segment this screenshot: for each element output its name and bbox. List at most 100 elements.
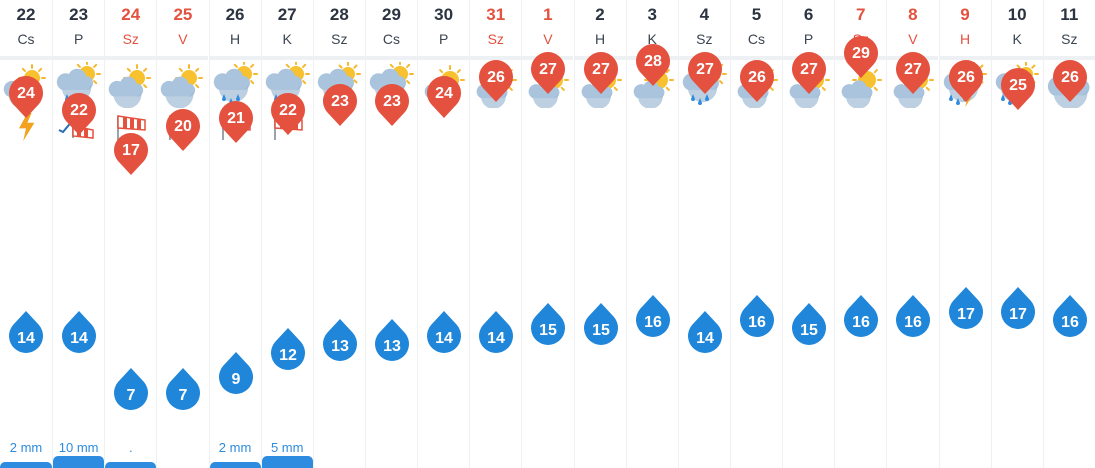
min-temp-value: 13	[331, 338, 349, 355]
min-temp-marker: 7	[114, 368, 149, 410]
max-temp-value: 22	[279, 102, 297, 119]
day-column[interactable]: 7Sz 29 16	[834, 0, 887, 468]
min-temp-marker: 17	[948, 287, 983, 329]
day-name: V	[908, 31, 918, 47]
max-temp-value: 24	[17, 85, 35, 102]
day-column[interactable]: 25 V 20 7	[156, 0, 209, 468]
day-date: 6	[803, 5, 814, 24]
min-temp-marker: 16	[844, 295, 879, 338]
day-name: Sz	[331, 31, 348, 47]
min-temp-value: 14	[487, 330, 505, 347]
min-temp-value: 7	[127, 387, 136, 404]
precip-amount: 2 mm	[218, 440, 252, 455]
min-temp-value: 14	[70, 330, 88, 347]
min-temp-value: 13	[383, 338, 401, 355]
min-temp-marker: 16	[635, 295, 670, 338]
max-temp-value: 23	[383, 93, 401, 110]
day-date: 29	[382, 5, 401, 24]
day-column[interactable]: 10 K 25 17	[990, 0, 1043, 468]
max-temp-marker: 17	[114, 133, 149, 175]
day-column[interactable]: 11 Sz 26 16	[1042, 0, 1095, 468]
day-column[interactable]: 8 V 27 16	[886, 0, 939, 468]
day-column[interactable]: 4 Sz 27 14	[677, 0, 730, 468]
day-column[interactable]: 27 K 22 12 5 mm	[260, 0, 313, 468]
partly-cloudy-icon	[161, 64, 204, 108]
divider	[53, 56, 105, 60]
min-temp-marker: 14	[427, 311, 462, 354]
precip-bar	[0, 462, 52, 468]
partly-cloudy-icon	[108, 64, 152, 108]
max-temp-value: 27	[592, 61, 610, 78]
day-name: Sz	[696, 31, 713, 47]
min-temp-value: 16	[904, 314, 922, 331]
max-temp-marker: 22	[270, 92, 305, 135]
day-name: K	[282, 31, 292, 47]
wind-sock-icon	[117, 115, 147, 140]
divider	[261, 56, 313, 60]
day-name: P	[438, 31, 449, 47]
divider	[313, 56, 365, 60]
day-column[interactable]: 3 K 28 16	[625, 0, 678, 468]
min-temp-value: 7	[179, 387, 188, 404]
day-column[interactable]: 1 V 27 15	[521, 0, 574, 468]
max-temp-marker: 27	[687, 52, 722, 94]
day-name: K	[1012, 31, 1022, 47]
precip-amount: 5 mm	[270, 440, 304, 455]
day-column[interactable]: 2 H 27 15	[573, 0, 626, 468]
day-column[interactable]: 5 Cs 26 16	[729, 0, 782, 468]
day-column[interactable]: 9 H 26 17	[938, 0, 991, 468]
day-column[interactable]: 31 Sz 26 14	[469, 0, 522, 468]
min-temp-marker: 14	[687, 311, 722, 354]
day-name: Sz	[122, 31, 139, 47]
day-column[interactable]: 29 Cs 23 13	[364, 0, 417, 468]
day-column[interactable]: 22 Cs 24 14 2 mm	[0, 0, 52, 468]
day-name: Cs	[382, 31, 401, 47]
max-temp-marker: 27	[531, 52, 566, 94]
divider	[730, 56, 782, 60]
min-temp-value: 17	[957, 306, 975, 323]
max-temp-value: 27	[800, 61, 818, 78]
day-column[interactable]: 24 Sz 17 7.	[104, 0, 157, 468]
day-date: 31	[486, 5, 506, 24]
max-temp-marker: 22	[62, 92, 97, 135]
day-date: 7	[856, 5, 866, 24]
max-temp-value: 24	[435, 85, 453, 102]
day-column[interactable]: 23 P 22 14 10 mm	[52, 0, 105, 468]
day-column[interactable]: 28 Sz 23 13	[312, 0, 365, 468]
day-column[interactable]: 6 P 27 15	[782, 0, 835, 468]
max-temp-value: 27	[696, 61, 714, 78]
max-temp-marker: 20	[166, 108, 201, 151]
day-name: V	[543, 31, 553, 47]
day-date: 24	[121, 5, 141, 24]
precip-bar	[105, 462, 157, 468]
min-temp-marker: 14	[62, 311, 97, 354]
day-name: P	[73, 31, 84, 47]
max-temp-marker: 23	[374, 84, 409, 127]
min-temp-marker: 16	[1052, 295, 1087, 338]
max-temp-marker: 21	[218, 100, 253, 143]
min-temp-marker: 7	[166, 368, 201, 410]
max-temp-value: 20	[175, 118, 193, 135]
day-name: H	[594, 31, 606, 47]
max-temp-value: 27	[539, 61, 557, 78]
min-temp-marker: 16	[896, 295, 931, 338]
max-temp-marker: 26	[739, 60, 774, 103]
day-date: 5	[751, 5, 762, 24]
precip-bar	[261, 456, 313, 468]
divider	[157, 56, 209, 60]
day-column[interactable]: 30 P 24 14	[417, 0, 470, 468]
lightning-icon	[19, 113, 35, 141]
min-temp-value: 14	[435, 330, 453, 347]
max-temp-marker: 26	[948, 60, 983, 103]
day-column[interactable]: 26 H 21 9 2 mm	[208, 0, 261, 468]
divider	[209, 56, 261, 60]
min-temp-value: 14	[17, 330, 35, 347]
day-name: H	[229, 31, 241, 47]
min-temp-value: 15	[539, 322, 557, 339]
day-name: K	[647, 31, 657, 47]
divider	[418, 56, 470, 60]
min-temp-marker: 15	[792, 303, 827, 346]
day-date: 30	[434, 5, 454, 24]
min-temp-value: 16	[644, 314, 662, 331]
